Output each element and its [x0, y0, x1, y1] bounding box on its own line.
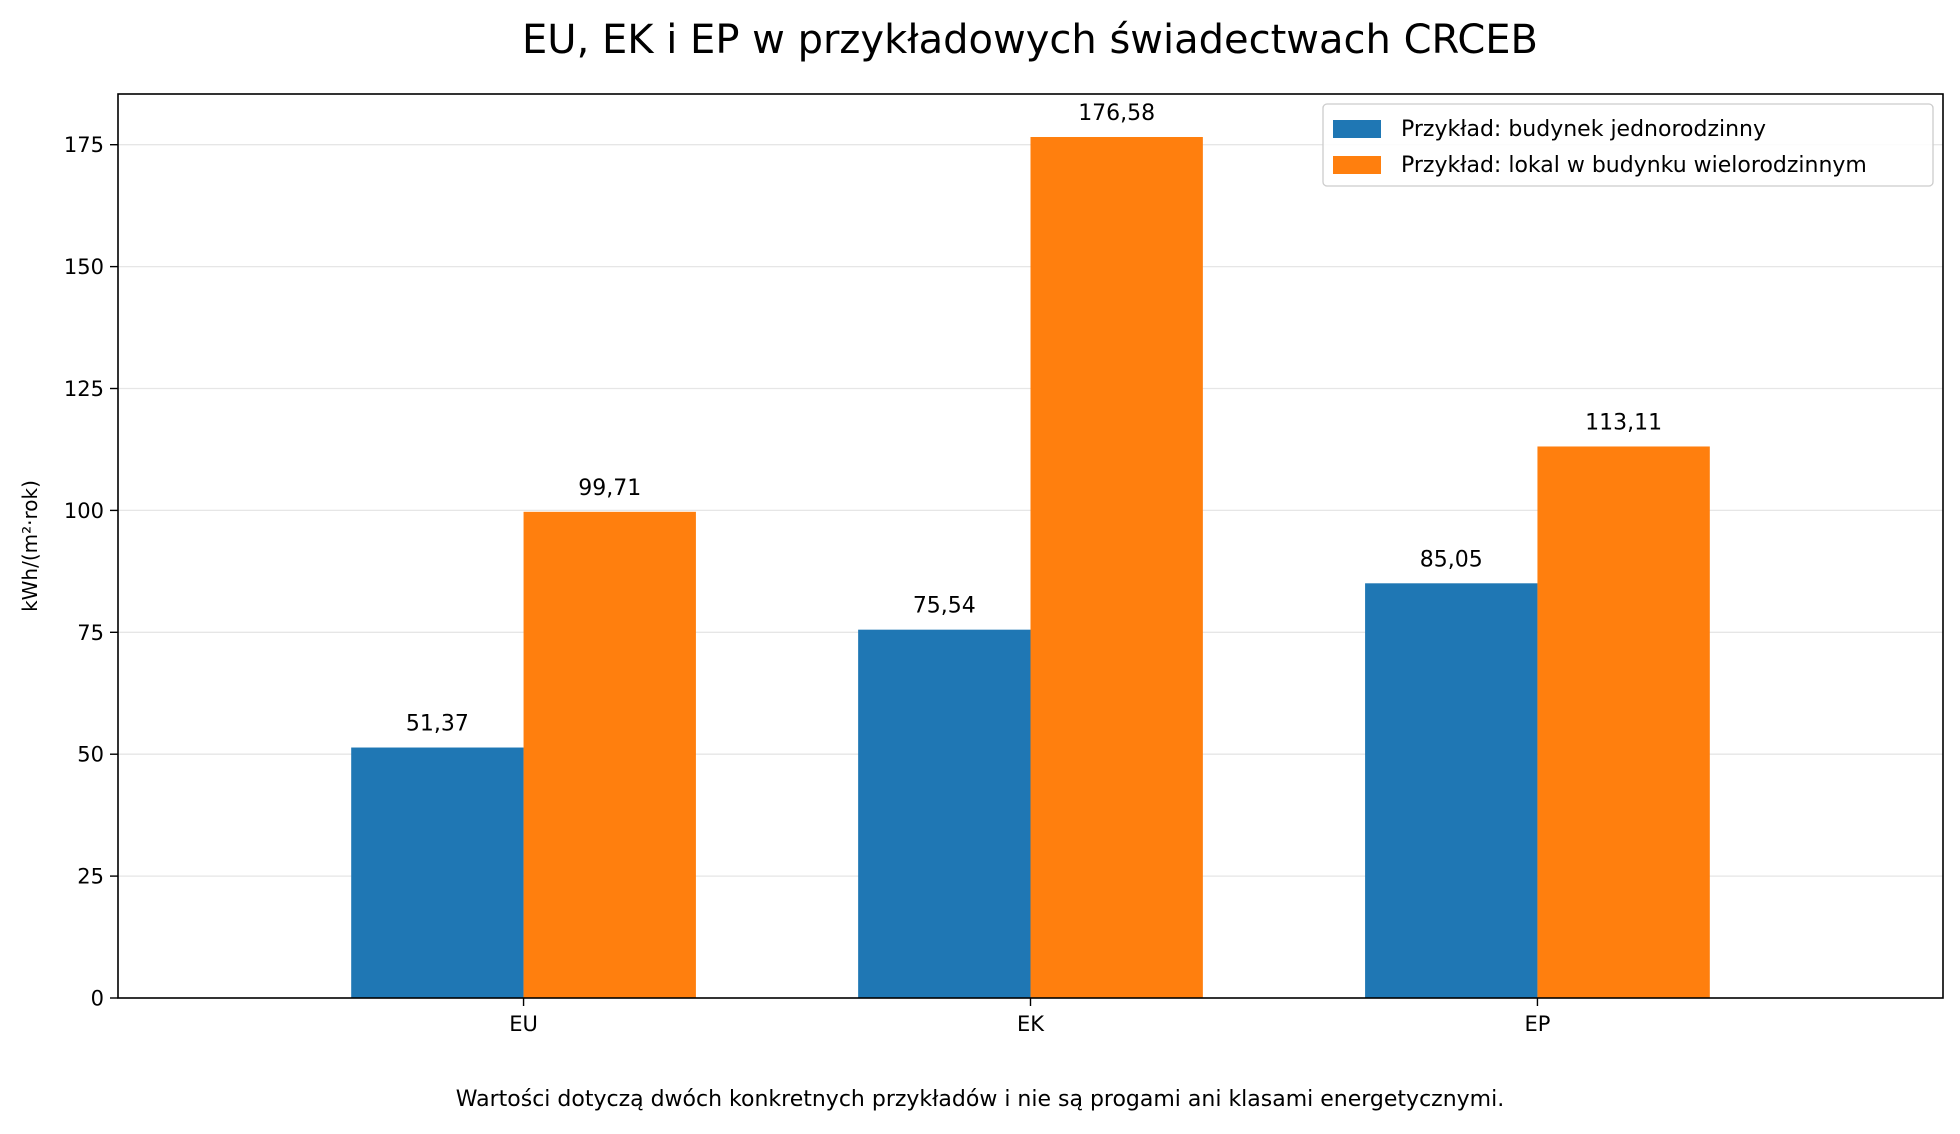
y-tick-label: 0	[91, 987, 104, 1011]
y-tick-label: 25	[77, 865, 104, 889]
bar	[1365, 583, 1538, 998]
bar-value-label: 113,11	[1585, 410, 1662, 435]
y-tick-label: 100	[64, 499, 104, 523]
bar	[858, 629, 1031, 998]
legend-swatch	[1333, 156, 1381, 174]
bar	[1030, 137, 1203, 998]
bar	[351, 747, 524, 998]
x-tick-label: EU	[509, 1012, 538, 1036]
x-tick-label: EP	[1524, 1012, 1550, 1036]
legend-entry: Przykład: budynek jednorodzinny	[1401, 117, 1766, 142]
bar-value-label: 51,37	[406, 712, 469, 737]
axes: 0 25 50 75 100 125 150 175 EU EK EP	[64, 93, 1944, 1036]
bars	[351, 137, 1710, 998]
bar	[1537, 446, 1710, 998]
x-tick-label: EK	[1017, 1012, 1045, 1036]
y-tick-label: 175	[64, 133, 104, 157]
y-tick-label: 50	[77, 743, 104, 767]
bar	[523, 511, 696, 998]
y-tick-label: 125	[64, 377, 104, 401]
chart-footnote: Wartości dotyczą dwóch konkretnych przyk…	[456, 1087, 1504, 1112]
legend-swatch	[1333, 120, 1381, 138]
legend: Przykład: budynek jednorodzinny Przykład:…	[1322, 103, 1934, 187]
bar-value-label: 85,05	[1420, 547, 1483, 572]
y-tick-label: 75	[77, 621, 104, 645]
y-tick-label: 150	[64, 255, 104, 279]
legend-entry: Przykład: lokal w budynku wielorodzinnym	[1401, 153, 1867, 178]
bar-value-label: 75,54	[913, 594, 976, 619]
chart-title: EU, EK i EP w przykładowych świadectwach…	[522, 17, 1538, 63]
bar-value-labels: 51,37 75,54 85,05 99,71 176,58 113,11	[406, 101, 1662, 737]
legend-frame	[1322, 103, 1934, 187]
bar-value-label: 176,58	[1078, 101, 1155, 126]
bar-value-label: 99,71	[578, 476, 641, 501]
y-axis-label: kWh/(m²·rok)	[18, 480, 42, 612]
